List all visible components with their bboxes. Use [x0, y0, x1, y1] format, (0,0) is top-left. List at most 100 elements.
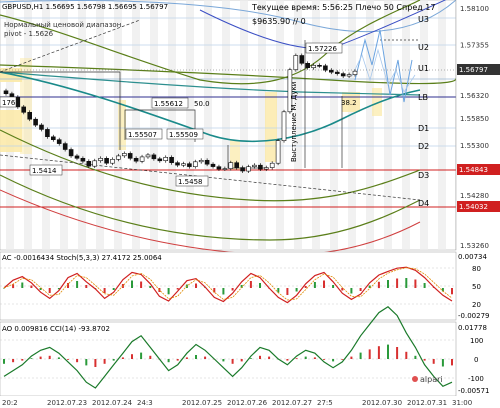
ac-bar	[3, 288, 5, 289]
ao-bar	[85, 359, 88, 366]
candle-bear	[169, 157, 174, 164]
ac-bar	[313, 282, 316, 288]
candle-bull	[116, 155, 121, 160]
ac-bar	[67, 283, 69, 288]
candle-bear	[68, 149, 74, 157]
projection-lines	[0, 19, 421, 201]
ac-bar	[405, 278, 408, 288]
stoch-signal-line	[3, 267, 453, 301]
ao-bar	[304, 356, 307, 359]
candle-bull	[110, 159, 115, 164]
ao-axis-100: 100	[470, 337, 483, 345]
ao-bar	[112, 359, 115, 361]
ao-bar	[286, 359, 289, 361]
ac-bar	[48, 288, 51, 293]
ac-bar	[112, 288, 115, 290]
candle-bear	[33, 118, 38, 126]
current-price-label: 1.56797	[459, 66, 488, 74]
candle-bull	[193, 161, 198, 168]
ac-bar	[222, 288, 225, 295]
candle-bear	[56, 139, 62, 144]
ac-bar	[21, 282, 24, 288]
ao-bar	[3, 359, 5, 364]
level-d4: D4	[418, 199, 429, 208]
candle-bull	[92, 160, 97, 167]
session-band	[402, 0, 410, 250]
session-band	[348, 0, 356, 250]
ac-bar	[39, 288, 42, 290]
ao-bar	[432, 359, 435, 364]
candle-bear	[3, 90, 9, 95]
ac-bar	[176, 288, 179, 290]
ac-bar	[441, 288, 444, 292]
ac-stoch-panel[interactable]: AC -0.0016434 Stoch(5,3,3) 27.4172 25.00…	[0, 251, 489, 321]
candle-bear	[317, 65, 322, 67]
time-axis-label: 27:5	[317, 399, 333, 407]
candle-bear	[234, 162, 239, 168]
ao-bar	[185, 357, 188, 359]
ac-bar	[414, 279, 417, 288]
level-d3: D3	[418, 171, 429, 180]
ac-bar	[387, 280, 389, 288]
candle-bear	[21, 106, 27, 113]
price-annotations: 176 1.55612 50.0 1.55507 1.55509 1.5414 …	[0, 42, 357, 187]
ao-bar	[48, 355, 51, 359]
ao-bar	[176, 359, 179, 361]
ac-bar	[85, 285, 88, 288]
candle-bear	[39, 124, 44, 130]
ao-bar	[341, 359, 344, 360]
ac-bar	[396, 278, 399, 288]
candle-bear	[133, 158, 139, 162]
session-band	[60, 0, 68, 250]
annotation-155612: 1.55612	[154, 100, 183, 108]
candle-bear	[127, 153, 133, 159]
channel-curves	[0, 0, 457, 256]
ao-bar	[368, 349, 371, 359]
candle-bull	[139, 156, 145, 162]
ao-bar	[240, 359, 243, 362]
ac-bar	[451, 288, 453, 295]
ac-bar	[249, 281, 252, 288]
time-axis-label: 2012.07.31	[407, 399, 447, 407]
candle-bear	[45, 129, 50, 137]
session-band	[366, 0, 374, 250]
ac-bar	[30, 285, 33, 288]
ao-bar	[295, 358, 298, 359]
session-band	[132, 0, 140, 250]
price-axis: 1.58100 1.57355 1.56797 1.56320 1.55850 1.553…	[455, 0, 500, 250]
time-line: Текущее время: 5:56:25 Плечо 50 Спред 17	[251, 3, 436, 12]
ac-bar	[231, 288, 234, 291]
ao-bar	[414, 355, 417, 359]
ac-bar	[76, 281, 79, 288]
alpari-logo: alpari	[412, 375, 443, 384]
session-band	[276, 0, 284, 250]
candle-bear	[216, 166, 222, 170]
ac-bar	[341, 288, 344, 291]
red-price-label-1: 1.54843	[459, 166, 488, 174]
session-band	[240, 0, 248, 250]
candle-bull	[122, 153, 127, 157]
ac-axis-80: 80	[472, 265, 481, 273]
ao-bar	[451, 359, 453, 366]
annotation-vertical-text: Выступление М. Дуки	[290, 82, 298, 162]
candle-bear	[86, 161, 92, 167]
candle-bull	[145, 154, 151, 158]
candle-bull	[198, 160, 204, 163]
level-u1: U1	[418, 64, 429, 73]
ao-bar	[121, 357, 124, 359]
candle-bull	[228, 162, 234, 169]
time-axis-label: 2012.07.30	[362, 399, 402, 407]
ac-axis-min: -0.00279	[458, 312, 489, 320]
yellow-zones	[0, 58, 382, 170]
main-price-panel[interactable]: U3 U2 U1 LB D1 D2 D3 D4 176 1.55612 50.0…	[0, 0, 457, 256]
ao-cci-panel[interactable]: AO 0.009816 CCI(14) -93.8702 0.01778 100…	[0, 306, 489, 397]
ao-axis-min: -0.00571	[458, 387, 489, 395]
ac-axis-20: 20	[472, 301, 481, 309]
candle-bull	[346, 74, 352, 77]
time-axis-label: 24:3	[137, 399, 153, 407]
ac-bar	[12, 284, 15, 289]
ao-bar	[313, 357, 316, 359]
candle-bear	[50, 136, 56, 141]
ao-bar	[396, 347, 399, 359]
